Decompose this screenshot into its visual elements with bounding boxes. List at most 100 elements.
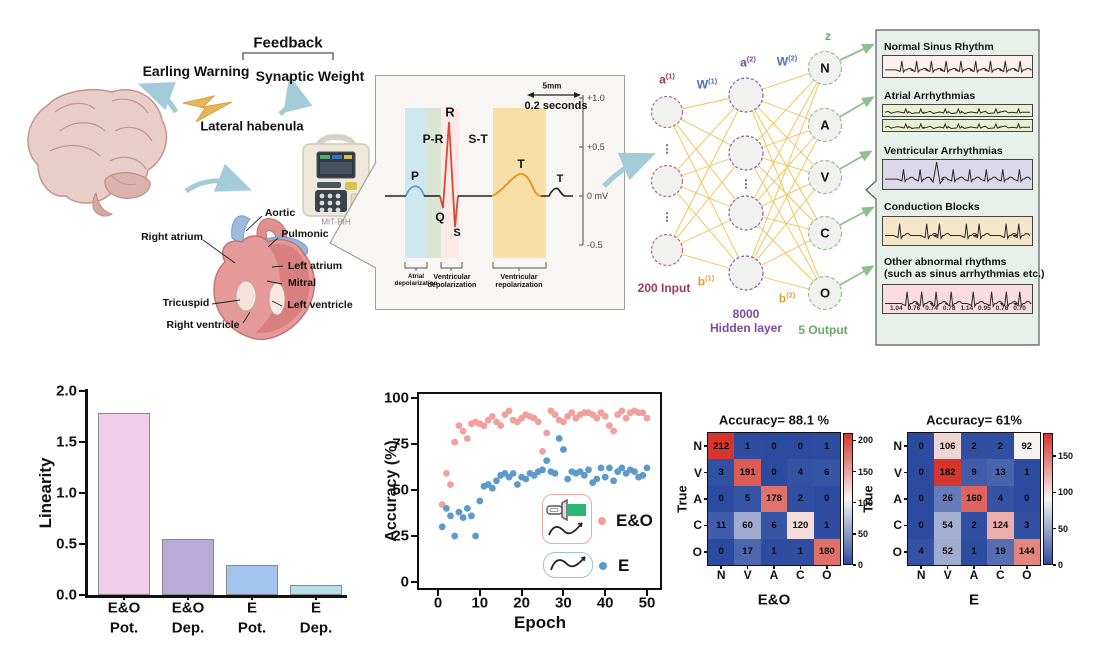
nn-a2-label: a(2) bbox=[740, 54, 756, 70]
rr-interval-numbers: 1.04 0.76 0.74 0.78 1.14 0.95 0.76 0.70 bbox=[890, 305, 1026, 312]
nn-hidden-label-1: 8000 bbox=[732, 307, 760, 321]
heart-illustration bbox=[202, 215, 315, 340]
scatter-ytick bbox=[411, 581, 417, 583]
rhythm-title-5: Other abnormal rhythms bbox=[884, 256, 1007, 268]
heart-label-right-atrium: Right atrium bbox=[141, 231, 203, 243]
bar-cat-line1: E&O bbox=[171, 599, 205, 617]
scatter-ytick-label: 25 bbox=[392, 527, 409, 545]
matrix-row-label: A bbox=[693, 492, 702, 506]
matrix-cell: 4 bbox=[987, 485, 1014, 513]
matrix-row-tick bbox=[904, 471, 908, 474]
matrix-cell: 3 bbox=[1013, 512, 1040, 539]
nn-ellipsis: ⋮ bbox=[661, 211, 673, 224]
matrix-cell: 5 bbox=[734, 485, 761, 513]
matrix-row-tick bbox=[704, 445, 708, 447]
nn-input-label: 200 Input bbox=[637, 281, 691, 295]
matrix-cell: 19 bbox=[987, 538, 1014, 565]
nn-hidden-label-2: Hidden layer bbox=[709, 321, 783, 335]
scatter-xtick bbox=[604, 590, 607, 596]
matrix-border bbox=[707, 432, 841, 566]
matrix-cell: 0 bbox=[708, 485, 735, 513]
scatter-xtick-label: 10 bbox=[471, 594, 489, 612]
matrix-col-tick bbox=[826, 565, 828, 569]
nn-output-node-N: N bbox=[820, 60, 830, 76]
colorbar-tick-label: 0 bbox=[1058, 560, 1064, 570]
matrix-row-label: N bbox=[893, 439, 902, 454]
scatter-xtick bbox=[520, 590, 523, 596]
heart-label-mitral: Mitral bbox=[287, 277, 317, 289]
ecg-q-label: Q bbox=[435, 210, 445, 224]
colorbar-tick-label: 50 bbox=[1058, 523, 1069, 534]
matrix-row-tick bbox=[704, 551, 708, 553]
matrix-row-tick bbox=[704, 471, 708, 474]
colorbar-tick-label: 200 bbox=[858, 435, 874, 446]
matrix-cell: 9 bbox=[960, 459, 988, 486]
matrix-cell: 178 bbox=[760, 485, 788, 513]
matrix-cell: 3 bbox=[708, 459, 735, 486]
legend-eo-marker bbox=[598, 517, 606, 525]
colorbar-tick bbox=[1053, 527, 1056, 530]
matrix-col-tick bbox=[999, 565, 1002, 569]
matrix-cell: 2 bbox=[787, 485, 814, 513]
matrix-cell: 0 bbox=[708, 538, 735, 565]
arrow-brain-to-warning bbox=[137, 81, 179, 114]
bar-ytick-label: 1.0 bbox=[56, 484, 77, 502]
nn-ellipsis: ⋮ bbox=[661, 143, 673, 156]
matrix-cell: 191 bbox=[734, 459, 761, 486]
bar-x-axis bbox=[85, 595, 347, 598]
scatter-ytick-label: 100 bbox=[383, 389, 409, 407]
ecg-scale-length: 5mm bbox=[542, 81, 562, 91]
matrix1-title: Accuracy= 88.1 % bbox=[718, 412, 830, 428]
scatter-points bbox=[438, 407, 651, 540]
optical-electrical-icon bbox=[546, 498, 586, 536]
nn-ellipsis: ⋮ bbox=[740, 178, 752, 191]
synaptic-weight-label: Synaptic Weight bbox=[255, 68, 365, 84]
matrix-cell: 13 bbox=[987, 459, 1014, 486]
matrix-cell: 124 bbox=[987, 512, 1014, 539]
rr-value: 0.76 bbox=[995, 305, 1009, 312]
matrix-col-tick bbox=[799, 565, 802, 569]
matrix-col-label: A bbox=[769, 568, 779, 582]
ecg-callout-wedge bbox=[330, 162, 376, 268]
matrix-col-tick bbox=[720, 565, 722, 569]
colorbar-tick bbox=[1053, 564, 1056, 566]
matrix-cell: 2 bbox=[987, 433, 1014, 460]
colorbar-tick-label: 100 bbox=[1058, 487, 1074, 498]
scatter-xtick-label: 20 bbox=[513, 594, 530, 612]
nn-output-label: 5 Output bbox=[798, 323, 848, 337]
legend-eo-label: E&O bbox=[616, 511, 653, 530]
rhythm-strip-normal bbox=[882, 55, 1033, 78]
matrix-col-tick bbox=[973, 565, 975, 569]
colorbar-tick-label: 150 bbox=[1058, 451, 1074, 462]
nn-z-label: z bbox=[825, 29, 831, 43]
matrix-cell: 1 bbox=[813, 512, 840, 539]
bar-ytick bbox=[79, 441, 85, 443]
matrix-row-label: O bbox=[692, 544, 702, 559]
bar-ytick bbox=[79, 543, 85, 545]
scatter-ytick bbox=[411, 535, 417, 537]
matrix-row-tick bbox=[904, 498, 908, 500]
bar-cat-line1: E&O bbox=[107, 599, 141, 617]
matrix-cell: 0 bbox=[908, 512, 935, 539]
rhythm-strip-ventricular bbox=[882, 159, 1033, 190]
bar-cat-line2: Dep. bbox=[299, 619, 333, 637]
colorbar-tick bbox=[853, 470, 856, 473]
matrix-row-tick bbox=[904, 524, 908, 527]
scatter-xtick bbox=[478, 590, 481, 596]
matrix-cell: 1 bbox=[960, 538, 988, 565]
bar-cat-line2: Pot. bbox=[109, 619, 139, 637]
matrix-row-label: V bbox=[893, 465, 902, 480]
bar-E&O Dep. bbox=[162, 538, 214, 595]
scatter-ytick bbox=[411, 443, 417, 445]
rr-value: 0.76 bbox=[907, 305, 921, 312]
bar-ytick-label: 0.5 bbox=[56, 535, 77, 553]
bar-ytick bbox=[79, 492, 85, 494]
arrow-device-to-synaptic bbox=[278, 75, 313, 116]
matrix-cell: 1 bbox=[760, 538, 788, 565]
bar-cat-line2: Pot. bbox=[237, 619, 267, 637]
matrix-cell: 144 bbox=[1013, 538, 1040, 565]
matrix-col-tick bbox=[746, 565, 749, 569]
bar-ytick-label: 0.0 bbox=[56, 586, 77, 604]
matrix-cell: 2 bbox=[960, 433, 988, 460]
colorbar-tick bbox=[853, 439, 856, 442]
